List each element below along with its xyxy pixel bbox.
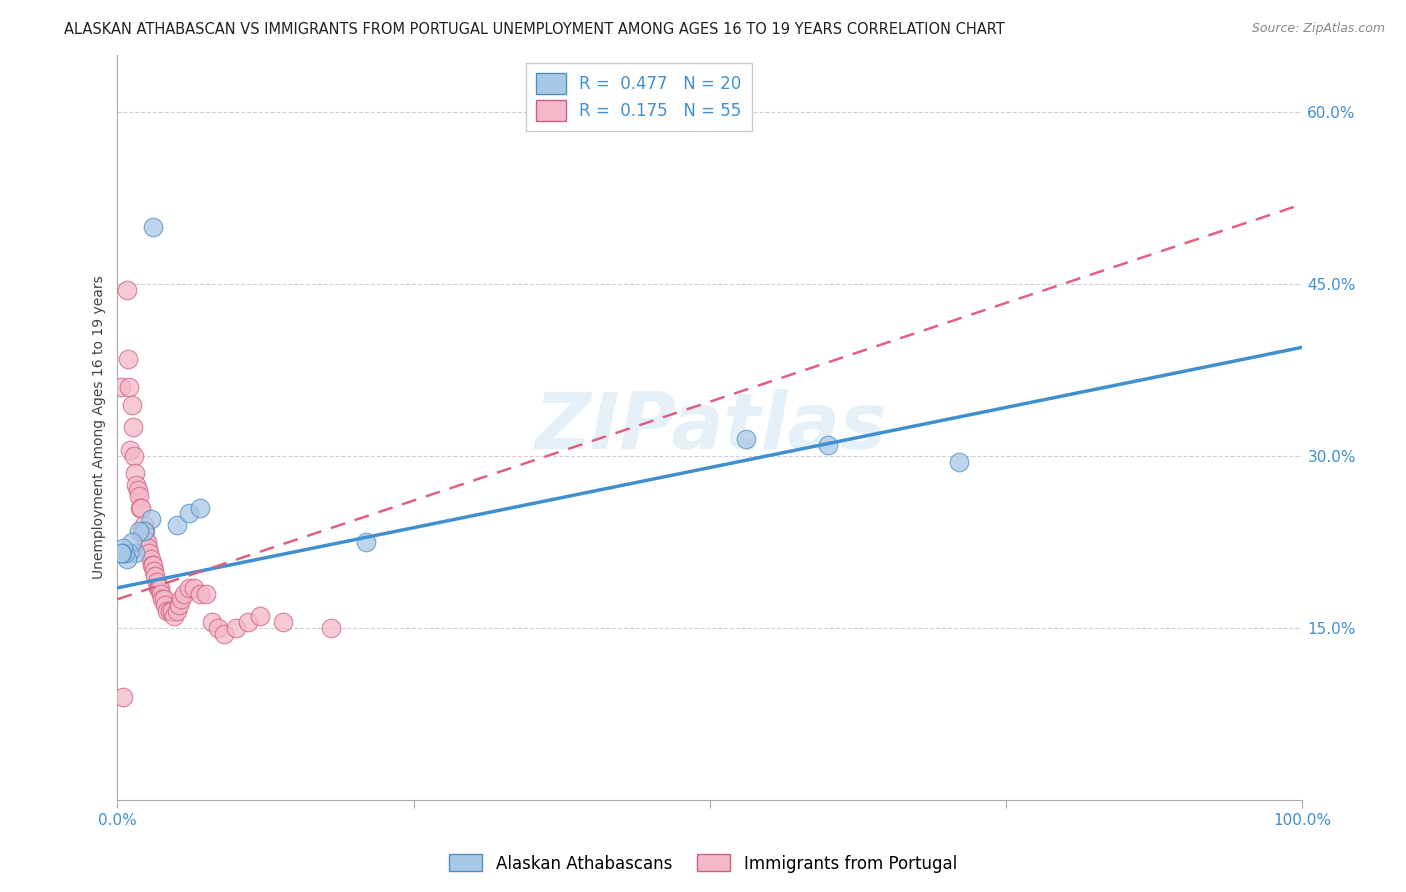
Point — [152, 592, 174, 607]
Point — [143, 569, 166, 583]
Point — [110, 380, 132, 394]
Point — [136, 541, 159, 555]
Point — [139, 512, 162, 526]
Point — [170, 592, 193, 607]
Text: Source: ZipAtlas.com: Source: ZipAtlas.com — [1251, 22, 1385, 36]
Point — [112, 690, 135, 704]
Point — [143, 564, 166, 578]
Point — [124, 546, 146, 560]
Legend: R =  0.477   N = 20, R =  0.175   N = 55: R = 0.477 N = 20, R = 0.175 N = 55 — [526, 63, 752, 131]
Point — [125, 477, 148, 491]
Point — [128, 489, 150, 503]
Point — [236, 615, 259, 630]
Point — [114, 546, 136, 560]
Point — [356, 535, 378, 549]
Point — [948, 455, 970, 469]
Point — [115, 283, 138, 297]
Point — [167, 598, 190, 612]
Point — [817, 437, 839, 451]
Point — [138, 546, 160, 560]
Point — [148, 581, 170, 595]
Point — [177, 581, 200, 595]
Point — [142, 219, 165, 234]
Point — [118, 380, 141, 394]
Point — [115, 552, 138, 566]
Point — [117, 351, 139, 366]
Point — [166, 517, 188, 532]
Point — [110, 546, 132, 560]
Point — [225, 621, 247, 635]
Point — [166, 604, 188, 618]
Point — [141, 558, 163, 572]
Point — [319, 621, 342, 635]
Point — [124, 467, 146, 481]
Point — [139, 552, 162, 566]
Point — [156, 604, 179, 618]
Point — [136, 535, 159, 549]
Point — [127, 483, 149, 498]
Point — [159, 604, 181, 618]
Point — [122, 449, 145, 463]
Point — [112, 541, 135, 555]
Point — [129, 500, 152, 515]
Point — [734, 432, 756, 446]
Point — [190, 500, 212, 515]
Point — [201, 615, 224, 630]
Point — [132, 524, 155, 538]
Point — [177, 507, 200, 521]
Point — [183, 581, 205, 595]
Text: ALASKAN ATHABASCAN VS IMMIGRANTS FROM PORTUGAL UNEMPLOYMENT AMONG AGES 16 TO 19 : ALASKAN ATHABASCAN VS IMMIGRANTS FROM PO… — [63, 22, 1005, 37]
Point — [135, 535, 157, 549]
Point — [273, 615, 295, 630]
Point — [699, 88, 721, 103]
Point — [249, 609, 271, 624]
Text: ZIPatlas: ZIPatlas — [534, 390, 886, 466]
Point — [128, 524, 150, 538]
Point — [160, 604, 183, 618]
Point — [132, 517, 155, 532]
Point — [145, 575, 167, 590]
Point — [152, 592, 174, 607]
Point — [129, 500, 152, 515]
Point — [195, 586, 218, 600]
Legend: Alaskan Athabascans, Immigrants from Portugal: Alaskan Athabascans, Immigrants from Por… — [443, 847, 963, 880]
Point — [173, 586, 195, 600]
Point — [121, 535, 143, 549]
Point — [150, 586, 173, 600]
Point — [121, 398, 143, 412]
Point — [121, 420, 143, 434]
Point — [212, 626, 235, 640]
Point — [153, 598, 176, 612]
Point — [190, 586, 212, 600]
Point — [131, 524, 153, 538]
Point — [142, 558, 165, 572]
Point — [207, 621, 229, 635]
Point — [120, 443, 142, 458]
Point — [149, 581, 172, 595]
Point — [146, 581, 169, 595]
Y-axis label: Unemployment Among Ages 16 to 19 years: Unemployment Among Ages 16 to 19 years — [93, 276, 107, 579]
Point — [111, 546, 134, 560]
Point — [163, 609, 186, 624]
Point — [118, 546, 141, 560]
Point — [134, 524, 156, 538]
